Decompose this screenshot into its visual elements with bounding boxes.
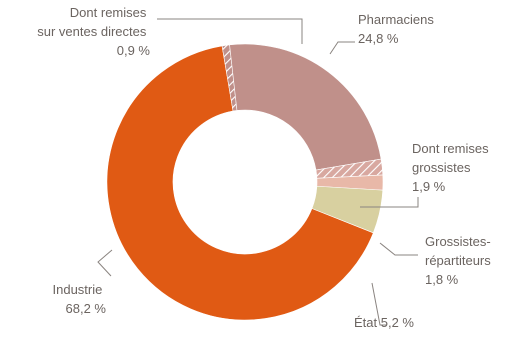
label-pharmaciens: Pharmaciens 24,8 % <box>358 12 438 46</box>
leader-grossistes <box>379 242 418 256</box>
slice-industrie <box>106 45 374 321</box>
label-remises-grossistes: Dont remises grossistes 1,9 % <box>412 141 492 194</box>
leader-industrie <box>97 249 113 277</box>
label-grossistes-repartiteurs: Grossistes- répartiteurs 1,8 % <box>425 234 494 287</box>
label-industrie: Industrie 68,2 % <box>53 282 107 316</box>
leader-etat <box>371 282 387 326</box>
leader-remises-grossistes <box>360 197 419 208</box>
leader-remises-directes <box>157 18 303 44</box>
slice-etat <box>311 185 384 234</box>
leader-pharmaciens <box>329 41 355 55</box>
donut-slices <box>106 43 384 321</box>
label-etat: État 5,2 % <box>354 315 414 330</box>
slice-pharmaciens <box>229 43 382 171</box>
label-remises-directes: Dont remises sur ventes directes 0,9 % <box>37 5 150 58</box>
